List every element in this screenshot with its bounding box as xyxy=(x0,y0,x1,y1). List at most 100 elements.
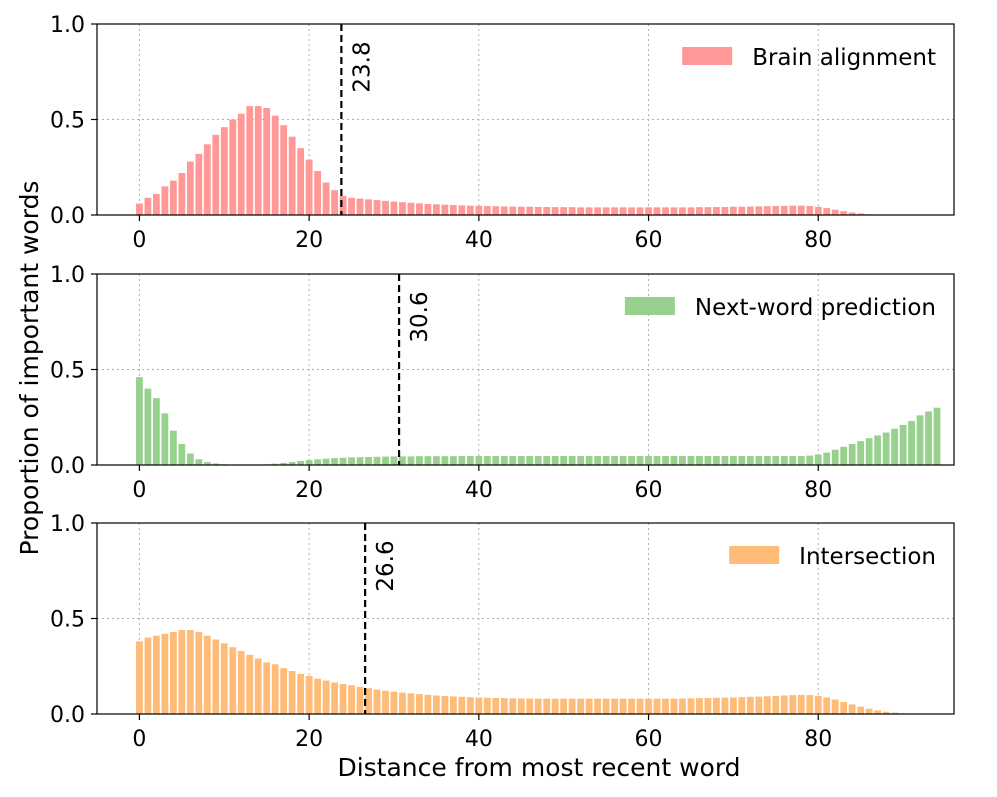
bar xyxy=(840,446,848,465)
bar xyxy=(178,172,186,215)
bar xyxy=(738,206,746,215)
bar xyxy=(729,206,737,215)
bar xyxy=(806,206,814,215)
bar xyxy=(840,211,848,215)
bar xyxy=(670,456,678,465)
bar xyxy=(602,207,610,215)
chart-panel-1: 23.8 0 20 40 60 80 0.0 0.5 1.0 Brain alignment xyxy=(50,13,955,253)
legend-swatch xyxy=(624,297,675,315)
mean-line-label: 30.6 xyxy=(407,291,433,342)
x-tick-label: 60 xyxy=(635,478,663,503)
bar xyxy=(687,207,695,215)
bar xyxy=(653,456,661,465)
bar xyxy=(848,704,856,714)
bar xyxy=(729,697,737,714)
bar xyxy=(365,688,372,714)
bar xyxy=(212,134,220,215)
legend-label: Intersection xyxy=(799,544,936,570)
bar xyxy=(602,456,610,465)
bar xyxy=(339,457,347,465)
bar xyxy=(713,697,720,714)
bar xyxy=(704,456,712,465)
bar xyxy=(848,443,856,465)
bar xyxy=(203,144,211,215)
bar xyxy=(619,456,627,465)
x-tick-label: 0 xyxy=(132,228,146,253)
bar xyxy=(679,207,686,215)
bar xyxy=(645,698,652,714)
bar xyxy=(195,631,203,714)
bar xyxy=(891,428,898,465)
bar xyxy=(399,456,406,465)
bar xyxy=(322,680,330,714)
bar xyxy=(407,456,415,465)
bar xyxy=(483,456,491,465)
bar xyxy=(509,456,517,465)
chart-panel-2: 30.6 0 20 40 60 80 0.0 0.5 1.0 Next-word predicti… xyxy=(50,263,955,503)
bar xyxy=(246,654,254,714)
legend-label: Next-word prediction xyxy=(695,295,936,321)
bar xyxy=(874,435,882,465)
bar xyxy=(755,696,763,714)
bar xyxy=(424,456,432,465)
y-tick-label: 0.5 xyxy=(50,608,85,633)
bar xyxy=(229,119,237,215)
bar xyxy=(229,647,237,714)
bar xyxy=(662,698,669,714)
bar xyxy=(662,456,669,465)
bar xyxy=(594,207,602,215)
bar xyxy=(865,708,873,714)
bar xyxy=(203,635,211,714)
bar xyxy=(806,695,814,714)
bar xyxy=(382,690,389,714)
y-tick-label: 1.0 xyxy=(50,512,85,537)
bar xyxy=(891,712,898,714)
bar xyxy=(500,456,508,465)
bar xyxy=(500,206,508,215)
bar xyxy=(136,377,143,465)
bar xyxy=(169,430,177,465)
bar xyxy=(543,456,551,465)
bar xyxy=(212,639,220,714)
bar xyxy=(636,698,644,714)
bar xyxy=(161,413,169,465)
bar xyxy=(526,698,534,714)
bar xyxy=(509,698,517,714)
bar xyxy=(823,208,831,215)
bar xyxy=(908,421,915,465)
bar xyxy=(500,698,508,714)
bar xyxy=(322,458,330,465)
bar xyxy=(797,694,805,714)
bar xyxy=(407,693,415,714)
bar xyxy=(483,697,491,714)
bar xyxy=(704,207,712,215)
bar xyxy=(186,161,194,215)
bar xyxy=(831,699,839,714)
bar xyxy=(679,698,686,714)
y-tick-label: 1.0 xyxy=(50,263,85,288)
bar xyxy=(424,694,432,714)
bar xyxy=(806,455,814,465)
bar xyxy=(169,180,177,215)
bar xyxy=(585,207,593,215)
bar xyxy=(186,453,194,465)
legend-swatch xyxy=(729,546,780,564)
bar xyxy=(713,206,720,215)
x-tick-label: 80 xyxy=(804,478,832,503)
x-tick-label: 0 xyxy=(132,727,146,752)
y-tick-label: 1.0 xyxy=(50,13,85,38)
bar xyxy=(348,685,355,714)
bar xyxy=(297,460,305,465)
bar xyxy=(297,148,305,215)
bar xyxy=(161,633,169,714)
bar xyxy=(789,205,797,215)
y-tick-label: 0.0 xyxy=(50,204,85,229)
bar xyxy=(645,207,652,215)
bar xyxy=(382,200,389,215)
bar xyxy=(772,456,780,465)
y-axis-title: Proportion of important words xyxy=(15,181,44,556)
x-tick-label: 40 xyxy=(465,478,493,503)
bar xyxy=(619,698,627,714)
bar xyxy=(441,456,449,465)
